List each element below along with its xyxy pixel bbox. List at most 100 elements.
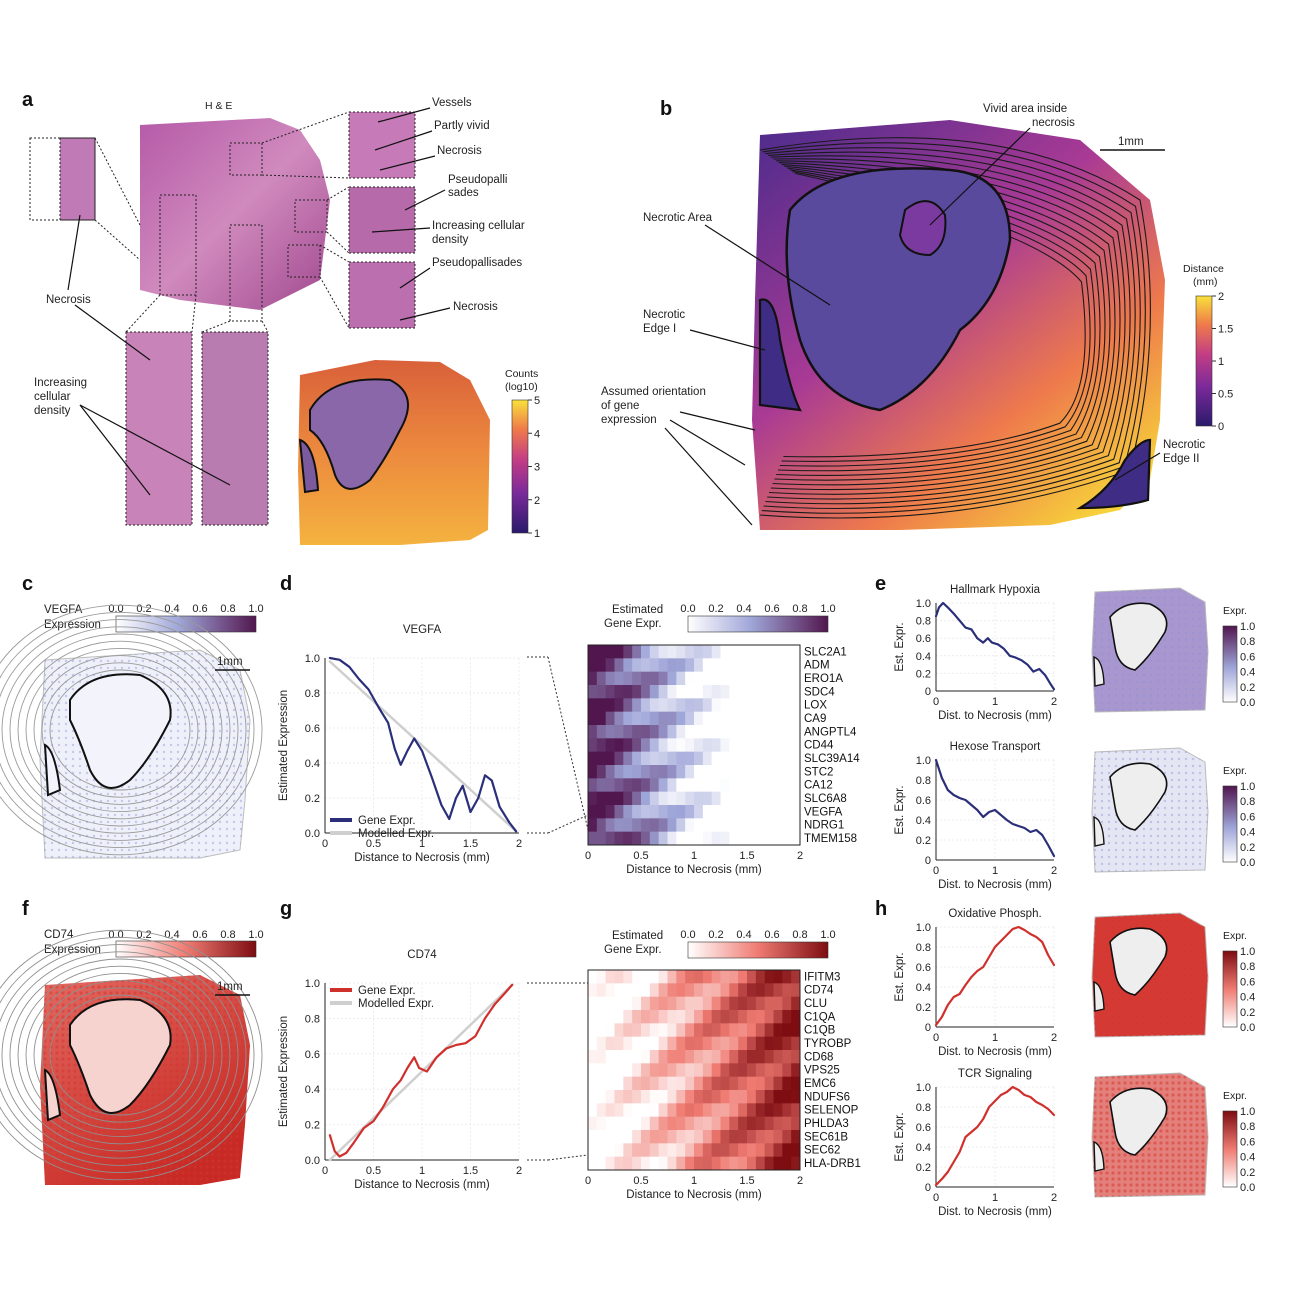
heatmap-cell xyxy=(755,983,766,998)
heatmap-cell xyxy=(605,1090,615,1104)
heatmap-cell xyxy=(623,658,633,673)
y-tick-label: 0.0 xyxy=(305,1155,320,1167)
heatmap-cell xyxy=(755,1090,766,1104)
heatmap-cell xyxy=(720,698,730,713)
heatmap-cell xyxy=(747,1116,757,1131)
heatmap-cell xyxy=(605,685,615,699)
heatmap-cell xyxy=(702,725,713,739)
heatmap-cell xyxy=(596,1050,607,1064)
heatmap-cell xyxy=(694,778,704,793)
heatmap-cell xyxy=(641,645,651,659)
heatmap-cell xyxy=(729,738,739,753)
heatmap-cell xyxy=(791,831,801,846)
heatmap-cell xyxy=(755,711,766,726)
heatmap-cell xyxy=(720,1116,730,1131)
heatmap-cell xyxy=(685,698,695,713)
heatmap-cell xyxy=(632,1036,642,1051)
heatmap-cell xyxy=(720,1036,730,1051)
heatmap-cell xyxy=(755,1103,766,1118)
heatmap-cell xyxy=(685,805,695,819)
cb-tick-label: 1 xyxy=(1218,356,1224,368)
cb-tick-label: 1 xyxy=(534,528,540,540)
cb-tick-label: 0.5 xyxy=(1218,389,1233,401)
expression-colorbar-tick: 0.2 xyxy=(1240,1167,1255,1179)
heatmap-cell xyxy=(694,831,704,846)
vegfa-necrosis xyxy=(69,673,172,789)
cb-tick-label: 0.2 xyxy=(708,929,723,941)
x-tick-label: 1 xyxy=(992,1192,998,1204)
heatmap-cell xyxy=(782,1116,792,1131)
heatmap-cell xyxy=(649,1130,660,1144)
heatmap-cell xyxy=(649,996,660,1011)
heatmap-cell xyxy=(588,1143,598,1158)
heatmap-cell xyxy=(685,778,695,793)
heatmap-cell xyxy=(623,1063,633,1078)
heatmap-cell xyxy=(729,791,739,806)
expression-colorbar-tick: 1.0 xyxy=(1240,946,1255,958)
heatmap-cell xyxy=(755,1010,766,1024)
x-tick-label: 1 xyxy=(419,838,425,850)
heatmap-cell xyxy=(641,983,651,998)
chart-title: Hexose Transport xyxy=(950,741,1042,753)
expression-colorbar-tick: 0.0 xyxy=(1240,1182,1255,1194)
panel-label-a: a xyxy=(22,89,34,111)
heatmap-cell xyxy=(747,698,757,713)
heatmap-cell xyxy=(791,1023,801,1038)
y-tick-label: 1.0 xyxy=(916,1082,931,1094)
heatmap-cell xyxy=(694,658,704,673)
heatmap-cell xyxy=(614,738,624,753)
heatmap-cell xyxy=(711,1050,721,1064)
heatmap-cell xyxy=(667,645,677,659)
heatmap-row-label: CD44 xyxy=(804,740,834,752)
he-inset-bottom-1 xyxy=(125,331,193,526)
heatmap-cell xyxy=(614,1116,624,1131)
cb-tick-label: 0.4 xyxy=(736,603,751,615)
expression-colorbar-tick: 0.8 xyxy=(1240,796,1255,808)
expression-colorbar-tick: 0.4 xyxy=(1240,827,1255,839)
heatmap-cell xyxy=(676,831,686,846)
heatmap-cell xyxy=(632,1050,642,1064)
heatmap-cell xyxy=(596,671,607,686)
heatmap-cell xyxy=(747,1156,757,1171)
y-axis-label: Est. Expr. xyxy=(894,785,906,834)
contour-line xyxy=(0,929,263,1181)
heatmap-cell xyxy=(782,831,792,846)
heatmap-row-label: HLA-DRB1 xyxy=(804,1158,861,1170)
heatmap-cell xyxy=(694,791,704,806)
heatmap-cell xyxy=(667,805,677,819)
contour-line xyxy=(9,958,231,1152)
heatmap-cell xyxy=(720,996,730,1011)
heatmap-cell xyxy=(738,983,748,998)
heatmap-cell xyxy=(649,765,660,779)
heatmap-row-label: CD68 xyxy=(804,1051,833,1063)
heatmap-cell xyxy=(685,1050,695,1064)
heatmap-cell xyxy=(755,1036,766,1051)
x-axis-label: Distance to Necrosis (mm) xyxy=(626,1189,762,1201)
heatmap-cell xyxy=(764,1076,774,1091)
heatmap-cell xyxy=(755,1130,766,1144)
ann-partly-vivid: Partly vivid xyxy=(434,120,490,132)
heatmap-cell xyxy=(596,1143,607,1158)
heatmap-cell xyxy=(588,738,598,753)
heatmap-cell xyxy=(720,751,730,766)
heatmap-cell xyxy=(632,1156,642,1171)
y-tick-label: 0.8 xyxy=(916,1102,931,1114)
ann-vessels: Vessels xyxy=(432,97,472,109)
small-maps: Expr. 1.0 0.8 0.6 0.4 0.2 0.0 Expr. 1.0 0.8 0.6 0.4… xyxy=(1091,587,1255,1198)
heatmap-cell xyxy=(614,1130,624,1144)
heatmap-cell xyxy=(676,1036,686,1051)
heatmap-cell xyxy=(694,1156,704,1171)
heatmap-row-label: SDC4 xyxy=(804,686,835,698)
d-heat-colorbar-ticks: 0.0 0.2 0.4 0.6 0.8 1.0 xyxy=(680,603,835,615)
heatmap-cell xyxy=(623,1090,633,1104)
heatmap-cell xyxy=(685,1143,695,1158)
x-tick-label: 2 xyxy=(516,1165,522,1177)
heatmap-cell xyxy=(658,996,668,1011)
heatmap-cell xyxy=(614,1050,624,1064)
heatmap-cell xyxy=(773,1130,783,1144)
heatmap-cell xyxy=(791,698,801,713)
contour-line xyxy=(25,972,215,1138)
heatmap-cell xyxy=(649,818,660,833)
heatmap-cell xyxy=(782,765,792,779)
